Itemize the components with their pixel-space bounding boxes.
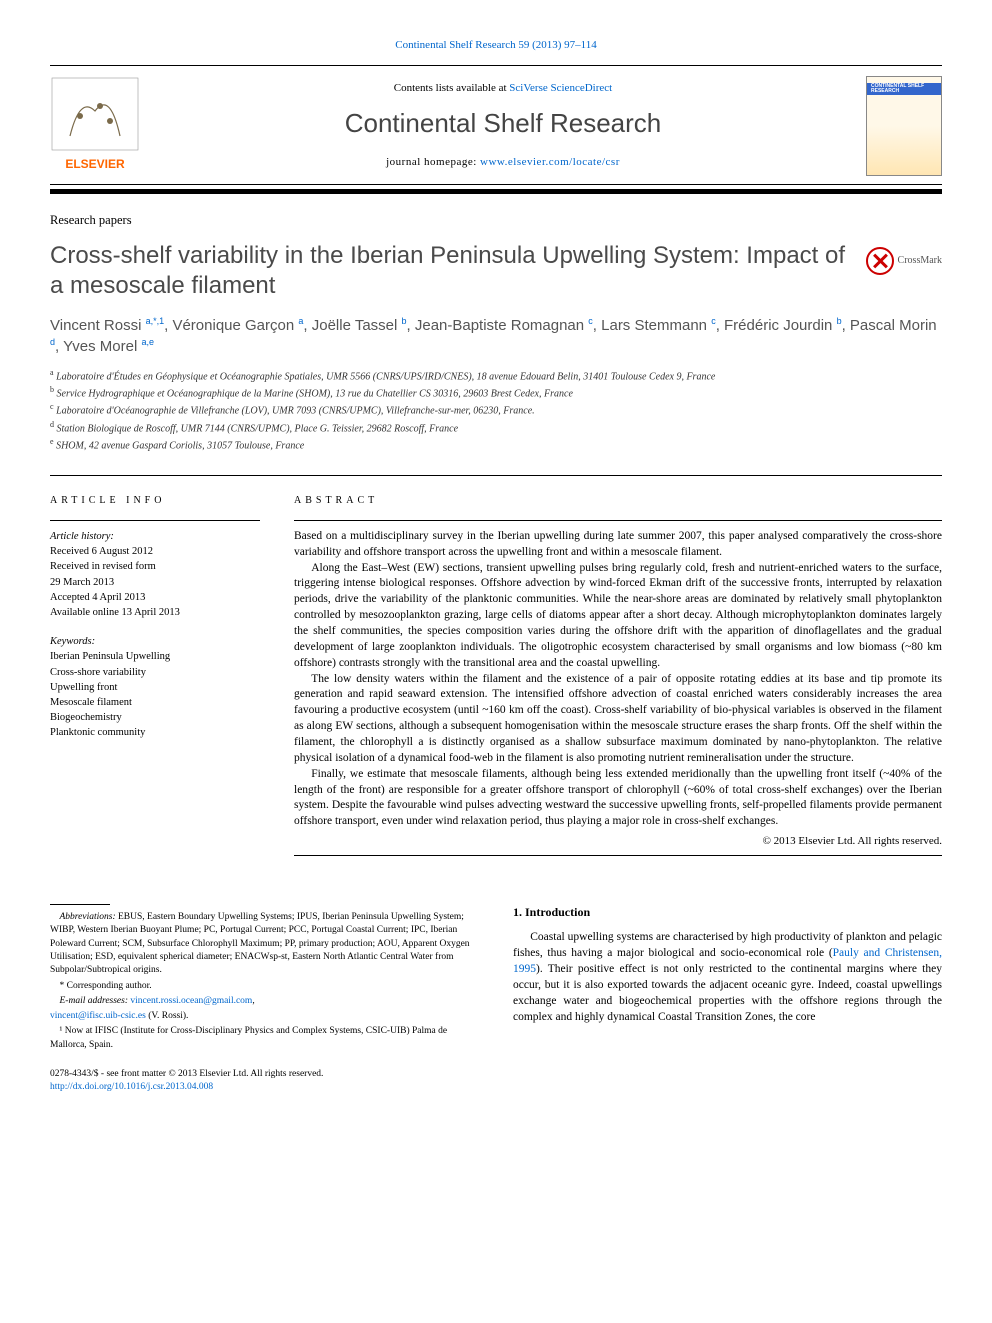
affiliation-line: c Laboratoire d'Océanographie de Villefr… xyxy=(50,401,942,418)
affiliation-line: d Station Biologique de Roscoff, UMR 714… xyxy=(50,419,942,436)
doi-link[interactable]: http://dx.doi.org/10.1016/j.csr.2013.04.… xyxy=(50,1082,213,1092)
crossmark-badge[interactable]: CrossMark xyxy=(866,247,942,275)
keyword: Iberian Peninsula Upwelling xyxy=(50,649,260,664)
keyword: Biogeochemistry xyxy=(50,710,260,725)
abstract-heading: ABSTRACT xyxy=(294,494,942,508)
now-at-note: ¹ Now at IFISC (Institute for Cross-Disc… xyxy=(50,1025,479,1052)
history-line: Accepted 4 April 2013 xyxy=(50,590,260,605)
history-line: Available online 13 April 2013 xyxy=(50,605,260,620)
history-line: 29 March 2013 xyxy=(50,575,260,590)
front-matter-footer: 0278-4343/$ - see front matter © 2013 El… xyxy=(50,1068,479,1094)
email-link-1[interactable]: vincent.rossi.ocean@gmail.com xyxy=(130,996,252,1006)
article-info-heading: ARTICLE INFO xyxy=(50,494,260,508)
journal-homepage: journal homepage: www.elsevier.com/locat… xyxy=(156,155,850,170)
elsevier-logo: ELSEVIER xyxy=(50,76,140,176)
author-list: Vincent Rossi a,*,1, Véronique Garçon a,… xyxy=(50,315,942,357)
homepage-link[interactable]: www.elsevier.com/locate/csr xyxy=(480,156,620,168)
abstract-paragraph: Finally, we estimate that mesoscale fila… xyxy=(294,767,942,830)
copyright-line: © 2013 Elsevier Ltd. All rights reserved… xyxy=(294,834,942,849)
footnotes: Abbreviations: EBUS, Eastern Boundary Up… xyxy=(50,911,479,1052)
right-column: 1. Introduction Coastal upwelling system… xyxy=(513,904,942,1094)
section-1-heading: 1. Introduction xyxy=(513,904,942,920)
sciencedirect-link[interactable]: SciVerse ScienceDirect xyxy=(509,82,612,94)
citation-link[interactable]: Continental Shelf Research 59 (2013) 97–… xyxy=(395,39,597,51)
abstract: ABSTRACT Based on a multidisciplinary su… xyxy=(294,494,942,864)
email-line: E-mail addresses: vincent.rossi.ocean@gm… xyxy=(50,995,479,1008)
article-history: Article history: Received 6 August 2012R… xyxy=(50,529,260,620)
header-rule xyxy=(50,189,942,194)
email-link-2[interactable]: vincent@ifisc.uib-csic.es xyxy=(50,1011,146,1021)
abstract-paragraph: Along the East–West (EW) sections, trans… xyxy=(294,561,942,672)
contents-available: Contents lists available at SciVerse Sci… xyxy=(156,81,850,96)
abstract-paragraph: The low density waters within the filame… xyxy=(294,672,942,767)
journal-citation: Continental Shelf Research 59 (2013) 97–… xyxy=(50,38,942,53)
affiliation-line: b Service Hydrographique et Océanographi… xyxy=(50,384,942,401)
article-info-sidebar: ARTICLE INFO Article history: Received 6… xyxy=(50,494,260,864)
affiliation-line: a Laboratoire d'Études en Géophysique et… xyxy=(50,367,942,384)
keyword: Cross-shore variability xyxy=(50,665,260,680)
affiliation-line: e SHOM, 42 avenue Gaspard Coriolis, 3105… xyxy=(50,436,942,453)
history-line: Received 6 August 2012 xyxy=(50,544,260,559)
intro-paragraph: Coastal upwelling systems are characteri… xyxy=(513,930,942,1025)
keyword: Upwelling front xyxy=(50,680,260,695)
keyword: Mesoscale filament xyxy=(50,695,260,710)
article-title: Cross-shelf variability in the Iberian P… xyxy=(50,241,846,301)
keyword: Planktonic community xyxy=(50,725,260,740)
crossmark-label: CrossMark xyxy=(898,254,942,268)
keywords: Keywords: Iberian Peninsula UpwellingCro… xyxy=(50,634,260,741)
left-column: Abbreviations: EBUS, Eastern Boundary Up… xyxy=(50,904,479,1094)
journal-header: ELSEVIER Contents lists available at Sci… xyxy=(50,65,942,185)
corresponding-author-note: * Corresponding author. xyxy=(50,980,479,993)
affiliations: a Laboratoire d'Études en Géophysique et… xyxy=(50,367,942,454)
crossmark-icon xyxy=(866,247,894,275)
section-label: Research papers xyxy=(50,212,942,229)
abstract-paragraph: Based on a multidisciplinary survey in t… xyxy=(294,529,942,561)
svg-text:ELSEVIER: ELSEVIER xyxy=(65,157,125,171)
history-line: Received in revised form xyxy=(50,559,260,574)
journal-title: Continental Shelf Research xyxy=(156,106,850,141)
journal-cover-thumbnail: CONTINENTAL SHELF RESEARCH xyxy=(866,76,942,176)
